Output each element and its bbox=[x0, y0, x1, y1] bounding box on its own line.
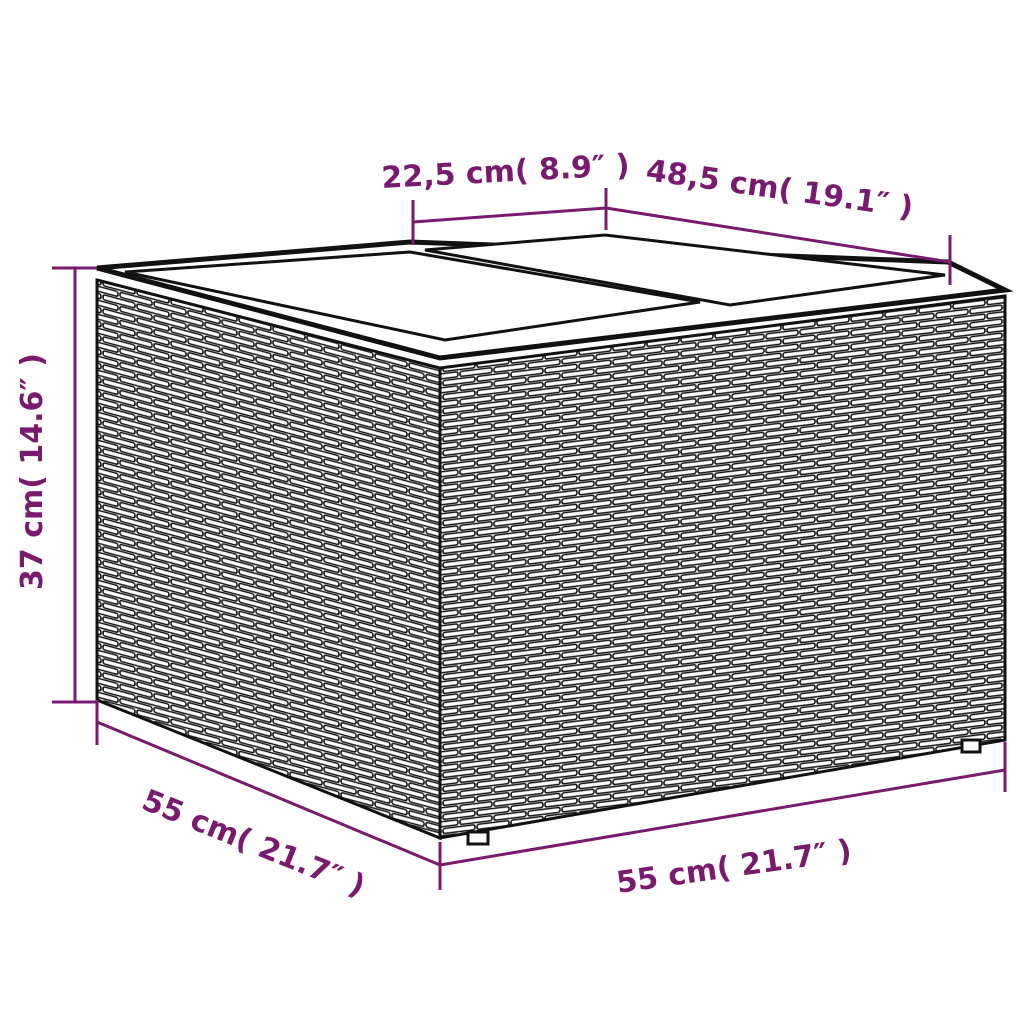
dimension-lines bbox=[52, 188, 1007, 890]
side-depth-label: 55 cm( 21.7″ ) bbox=[137, 783, 370, 904]
box-foot-front bbox=[466, 830, 490, 846]
wicker-box bbox=[95, 233, 1014, 846]
lid-panel-left bbox=[124, 250, 701, 342]
box-foot-right bbox=[960, 738, 982, 754]
box-left-face bbox=[95, 278, 442, 841]
box-front-face bbox=[438, 294, 1007, 840]
lid-panel-right bbox=[424, 233, 946, 307]
lid-depth-label: 48,5 cm( 19.1″ ) bbox=[644, 153, 916, 225]
front-width-label: 55 cm( 21.7″ ) bbox=[614, 833, 854, 901]
height-label: 37 cm( 14.6″ ) bbox=[15, 353, 50, 590]
lid-section-width-label: 22,5 cm( 8.9″ ) bbox=[381, 148, 631, 196]
